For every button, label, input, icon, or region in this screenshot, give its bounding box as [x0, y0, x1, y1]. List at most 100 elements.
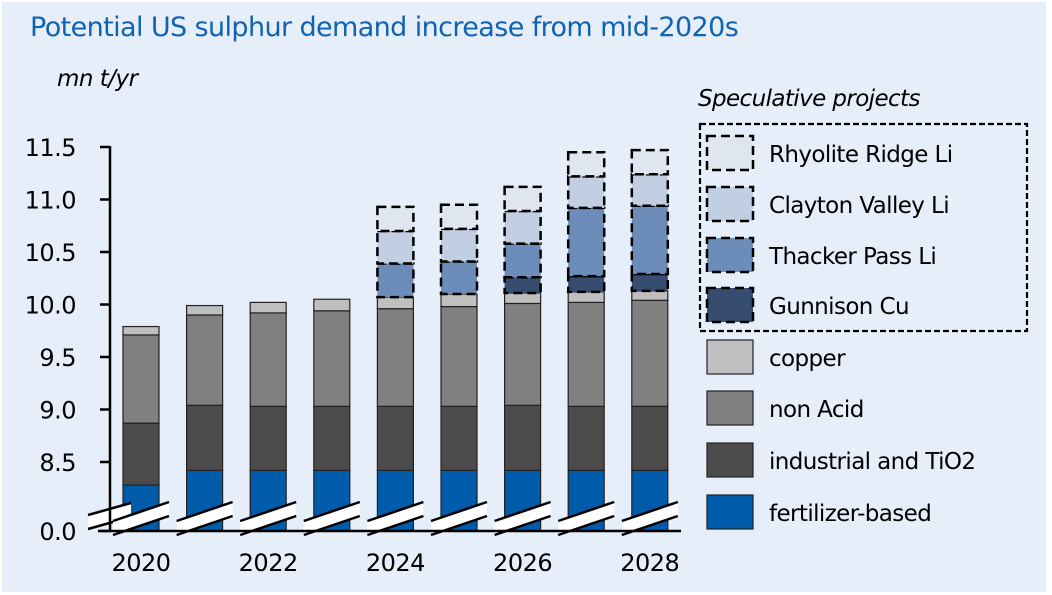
bar-segment-copper-2022	[249, 301, 287, 314]
axis-break-bar-2027	[558, 502, 615, 535]
legend-swatch-copper	[706, 339, 754, 375]
legend-label-industrial-and-tio2: industrial and TiO2	[769, 449, 975, 475]
bar-segment-industrial-and-tio2-2027	[567, 405, 605, 472]
x-tick-label: 2028	[620, 549, 679, 577]
axis-break-bar-2025-edge-top	[430, 500, 488, 523]
bar-segment-copper-2020	[122, 325, 160, 336]
legend-swatch-clayton-valley-li	[705, 185, 755, 223]
bar-segment-copper-2025	[440, 293, 478, 308]
legend-swatch-non-acid	[706, 390, 754, 426]
bar-segment-clayton-valley-li-2025	[439, 227, 479, 263]
bar-segment-non-acid-2020	[122, 334, 160, 424]
y-tick-label: 0.0	[39, 518, 76, 546]
bar-segment-copper-2023	[313, 298, 351, 312]
x-tick-label: 2024	[366, 549, 425, 577]
bar-segment-clayton-valley-li-2024	[376, 229, 415, 265]
chart-title: Potential US sulphur demand increase fro…	[30, 12, 739, 43]
legend-group: Speculative projects Rhyolite Ridge Li Cla…	[698, 86, 1029, 530]
bar-segment-non-acid-2027	[567, 301, 605, 407]
axis-break-bar-2026-edge-top	[494, 500, 552, 523]
bar-segment-rhyolite-ridge-li-2024	[376, 205, 415, 233]
legend-label-rhyolite-ridge-li: Rhyolite Ridge Li	[769, 142, 953, 168]
axis-break-bar-2022	[240, 502, 297, 535]
bar-segment-industrial-and-tio2-2023	[313, 405, 351, 472]
bar-segment-industrial-and-tio2-2024	[376, 405, 414, 472]
legend-label-fertilizer-based: fertilizer-based	[769, 501, 931, 527]
y-tick-label: 10.5	[25, 239, 76, 267]
y-axis-unit-label: mn t/yr	[57, 66, 138, 92]
y-tick-label: 11.0	[25, 187, 76, 215]
bar-segment-rhyolite-ridge-li-2027	[566, 151, 606, 178]
bar-segment-clayton-valley-li-2028	[630, 173, 670, 208]
legend-swatch-thacker-pass-li	[705, 236, 755, 274]
legend-label-clayton-valley-li: Clayton Valley Li	[769, 193, 949, 219]
bar-segment-gunnison-cu-2028	[630, 272, 670, 293]
bars-group	[122, 148, 670, 532]
legend-label-copper: copper	[769, 346, 846, 372]
bar-segment-clayton-valley-li-2027	[566, 175, 606, 210]
legend-group-title: Speculative projects	[698, 86, 920, 112]
legend-label-gunnison-cu: Gunnison Cu	[769, 294, 909, 320]
legend-swatch-rhyolite-ridge-li	[705, 134, 755, 172]
axis-break-bar-2024-edge-top	[366, 500, 424, 523]
legend-swatch-gunnison-cu	[705, 286, 755, 324]
bar-segment-rhyolite-ridge-li-2025	[439, 203, 479, 231]
y-tick-label: 10.0	[25, 292, 76, 320]
bar-segment-industrial-and-tio2-2020	[122, 422, 160, 486]
axis-break-bar-2026	[494, 502, 551, 535]
bar-segment-non-acid-2026	[504, 302, 542, 406]
bar-segment-non-acid-2022	[249, 312, 287, 407]
bar-segment-clayton-valley-li-2026	[503, 209, 542, 245]
axis-break-bar-2022-edge-top	[239, 500, 297, 523]
bar-segment-industrial-and-tio2-2028	[631, 405, 669, 472]
axis-break-bar-2028-edge-top	[621, 500, 679, 523]
y-tick-label: 9.0	[39, 397, 76, 425]
speculative-projects-box	[698, 122, 1029, 333]
axis-break-bar-2020	[113, 502, 169, 535]
x-tick-label: 2020	[111, 549, 170, 577]
axis-break-bar-2023	[303, 502, 360, 535]
bar-segment-thacker-pass-li-2028	[630, 204, 670, 276]
axis-break-bar-2027-edge-top	[557, 500, 615, 523]
bar-segment-copper-2021	[186, 304, 224, 316]
axis-break-bar-2021	[176, 502, 233, 535]
y-tick-label: 9.5	[39, 344, 76, 372]
bar-segment-industrial-and-tio2-2022	[249, 405, 287, 472]
bar-segment-non-acid-2028	[631, 299, 669, 407]
bar-segment-industrial-and-tio2-2025	[440, 405, 478, 472]
bar-segment-industrial-and-tio2-2026	[504, 404, 542, 471]
bar-segment-thacker-pass-li-2025	[439, 260, 479, 296]
bar-segment-rhyolite-ridge-li-2028	[630, 148, 670, 176]
axis-break-bar-2028	[621, 502, 678, 535]
bar-segment-non-acid-2021	[186, 314, 224, 406]
bar-segment-rhyolite-ridge-li-2026	[503, 185, 542, 213]
bar-segment-non-acid-2025	[440, 306, 478, 407]
bar-segment-thacker-pass-li-2026	[503, 242, 542, 279]
x-tick-label: 2022	[239, 549, 298, 577]
bar-segment-copper-2028	[631, 290, 669, 301]
legend-swatch-fertilizer-based	[706, 494, 754, 530]
bar-segment-copper-2026	[504, 292, 542, 305]
axes-group	[98, 146, 681, 533]
axis-break-bar-2025	[431, 502, 487, 535]
y-ticks-group: 0.0 8.5 9.0 9.5 10.0 10.5 11.0 11.5	[25, 134, 110, 546]
bar-segment-non-acid-2023	[313, 310, 351, 407]
bar-segment-industrial-and-tio2-2021	[186, 404, 224, 471]
bar-segment-gunnison-cu-2027	[566, 274, 606, 294]
x-tick-label: 2026	[493, 549, 552, 577]
legend-label-non-acid: non Acid	[769, 397, 864, 423]
axis-break-bar-2020-edge-top	[112, 500, 170, 523]
x-ticks-group: 2020 2022 2024 2026 2028	[111, 549, 679, 577]
axis-break-bar-2024	[367, 502, 424, 535]
y-tick-label: 11.5	[25, 134, 76, 162]
legend-label-thacker-pass-li: Thacker Pass Li	[768, 244, 936, 270]
axis-break-bar-2023-edge-top	[303, 500, 361, 523]
bar-segment-thacker-pass-li-2027	[566, 206, 606, 278]
legend-swatch-industrial-and-tio2	[706, 442, 754, 478]
axis-break-bar-2021-edge-top	[176, 500, 234, 523]
y-tick-label: 8.5	[39, 449, 76, 477]
bar-segment-copper-2024	[376, 296, 414, 310]
bar-segment-copper-2027	[567, 291, 605, 303]
bar-segment-gunnison-cu-2026	[503, 275, 542, 295]
